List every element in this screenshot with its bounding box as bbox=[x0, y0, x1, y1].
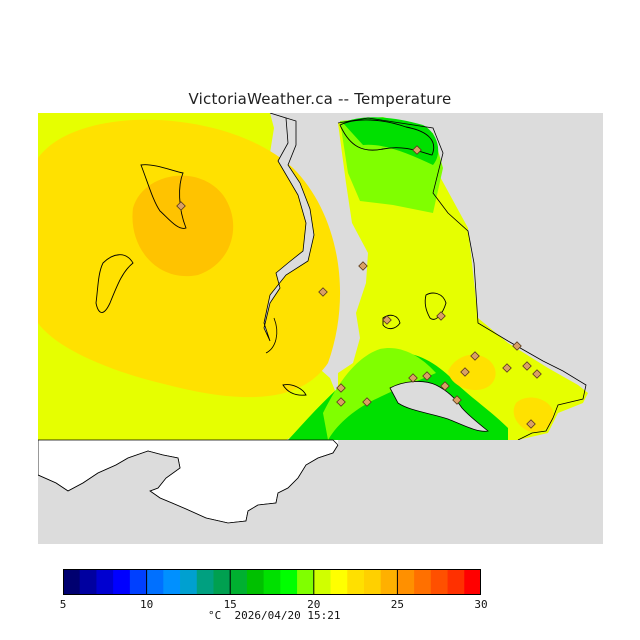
legend-swatch bbox=[230, 569, 248, 595]
island-sidney bbox=[382, 314, 401, 330]
station-marker bbox=[502, 363, 512, 373]
legend-swatch bbox=[196, 569, 214, 595]
station-marker bbox=[436, 311, 446, 321]
unit-label: °C bbox=[208, 609, 222, 622]
station-marker bbox=[452, 395, 462, 405]
temperature-zone-ridge-warm bbox=[286, 263, 338, 361]
station-marker bbox=[470, 351, 480, 361]
timestamp: 2026/04/20 15:21 bbox=[234, 609, 341, 622]
temperature-zone-south-21 bbox=[323, 348, 436, 440]
legend-swatch bbox=[464, 569, 481, 595]
legend-swatch bbox=[363, 569, 382, 595]
coastline-gulf bbox=[265, 317, 278, 354]
coastline-victoria bbox=[389, 381, 489, 432]
legend-tick-label: 15 bbox=[223, 598, 237, 611]
legend-tick-label: 5 bbox=[59, 598, 67, 611]
legend-swatch bbox=[380, 569, 398, 595]
legend-swatch bbox=[63, 569, 81, 595]
legend-swatch bbox=[146, 569, 164, 595]
island-small bbox=[282, 384, 307, 396]
station-marker bbox=[512, 341, 522, 351]
station-marker bbox=[422, 371, 432, 381]
legend-tick-label: 30 bbox=[474, 598, 488, 611]
legend-swatch bbox=[163, 569, 181, 595]
legend-tick-label: 25 bbox=[390, 598, 405, 611]
station-marker bbox=[440, 381, 450, 391]
station-marker bbox=[460, 367, 470, 377]
map-title: VictoriaWeather.ca -- Temperature bbox=[188, 90, 452, 108]
legend-swatch bbox=[330, 569, 348, 595]
coastline-south-outline bbox=[38, 444, 339, 524]
temperature-map bbox=[38, 113, 603, 544]
station-marker bbox=[412, 145, 422, 155]
coastline-east-peninsula bbox=[337, 117, 587, 441]
temperature-zone-east-warm bbox=[513, 397, 554, 432]
legend-swatch bbox=[113, 569, 131, 595]
legend-tick-label: 20 bbox=[307, 598, 321, 611]
legend-swatch bbox=[96, 569, 114, 595]
legend-swatch bbox=[280, 569, 298, 595]
legend-footer: °C 2026/04/20 15:21 bbox=[208, 609, 340, 622]
station-marker bbox=[318, 287, 328, 297]
legend-swatch bbox=[246, 569, 265, 595]
island-west bbox=[95, 254, 134, 313]
station-marker bbox=[358, 261, 368, 271]
legend-tick-label: 10 bbox=[139, 598, 154, 611]
station-marker bbox=[522, 361, 532, 371]
legend-swatch bbox=[129, 569, 148, 595]
legend-swatch bbox=[347, 569, 365, 595]
legend-swatch bbox=[313, 569, 332, 595]
island-north bbox=[339, 119, 435, 156]
legend-border bbox=[63, 569, 481, 595]
legend-swatch bbox=[297, 569, 315, 595]
island-saltspring bbox=[140, 164, 187, 229]
temperature-legend bbox=[63, 569, 481, 595]
station-marker bbox=[532, 369, 542, 379]
temperature-zone-west-24 bbox=[132, 175, 234, 277]
legend-swatch bbox=[263, 569, 281, 595]
legend-swatch bbox=[447, 569, 465, 595]
coastline-saanich-inlet bbox=[263, 113, 315, 342]
station-marker bbox=[336, 383, 346, 393]
legend-swatch bbox=[430, 569, 449, 595]
legend-swatch bbox=[79, 569, 97, 595]
legend-swatch bbox=[397, 569, 415, 595]
weather-stations bbox=[176, 145, 542, 429]
legend-swatch bbox=[414, 569, 432, 595]
legend-swatch bbox=[213, 569, 231, 595]
station-marker bbox=[176, 201, 186, 211]
station-marker bbox=[526, 419, 536, 429]
temperature-zone-south-warm bbox=[448, 354, 496, 391]
station-marker bbox=[362, 397, 372, 407]
legend-swatch bbox=[180, 569, 198, 595]
station-marker bbox=[408, 373, 418, 383]
station-marker bbox=[382, 315, 392, 325]
station-marker bbox=[336, 397, 346, 407]
